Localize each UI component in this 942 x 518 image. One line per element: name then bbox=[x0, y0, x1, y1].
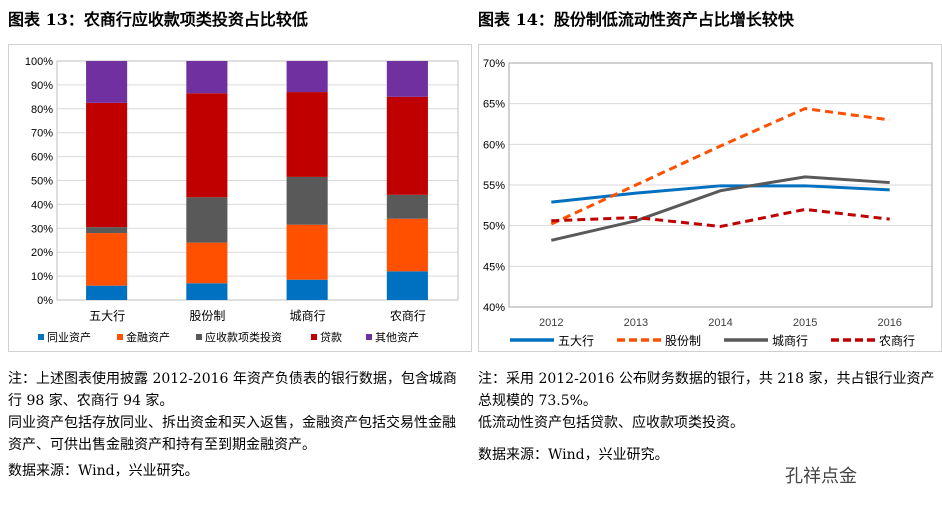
note-left-3: 数据来源：Wind，兴业研究。 bbox=[8, 463, 199, 479]
series-line bbox=[550, 175, 890, 242]
y-tick-label: 30% bbox=[31, 223, 53, 235]
notes-left: 注：上述图表使用披露 2012-2016 年资产负债表的银行数据，包含城商行 9… bbox=[8, 368, 468, 482]
y-tick-label: 40% bbox=[483, 302, 505, 314]
plot-area bbox=[56, 60, 459, 301]
note-right-3: 数据来源：Wind，兴业研究。 bbox=[478, 447, 669, 463]
bar-segment bbox=[86, 227, 128, 234]
x-tick-label: 2015 bbox=[793, 317, 817, 329]
legend-label: 金融资产 bbox=[126, 330, 170, 344]
bar-segment bbox=[86, 233, 128, 286]
x-tick-label: 2016 bbox=[877, 317, 901, 329]
legend-label: 城商行 bbox=[772, 333, 808, 348]
bar-segment bbox=[386, 194, 428, 219]
legend-label: 其他资产 bbox=[375, 330, 419, 344]
legend-label: 农商行 bbox=[879, 333, 915, 348]
legend-swatch bbox=[366, 334, 372, 340]
note-left-1: 注：上述图表使用披露 2012-2016 年资产负债表的银行数据，包含城商行 9… bbox=[8, 371, 457, 409]
y-tick-label: 80% bbox=[31, 104, 53, 116]
bar-segment bbox=[286, 176, 328, 225]
charts-svg: 0%10%20%30%40%50%60%70%80%90%100%五大行 股份制城… bbox=[25, 56, 933, 348]
legend-swatch bbox=[196, 334, 202, 340]
legend-swatch bbox=[38, 334, 44, 340]
legend-label: 同业资产 bbox=[47, 330, 91, 344]
x-tick-label: 五大行 bbox=[89, 309, 125, 323]
y-tick-label: 20% bbox=[31, 247, 53, 259]
x-tick-label: 2013 bbox=[624, 317, 648, 329]
y-tick-label: 55% bbox=[483, 180, 505, 192]
y-tick-label: 60% bbox=[31, 152, 53, 164]
bar-segment bbox=[86, 102, 128, 228]
bar-segment bbox=[186, 242, 228, 284]
legend-label: 五大行 bbox=[558, 334, 594, 348]
y-tick-label: 60% bbox=[483, 139, 505, 151]
bar-segment bbox=[186, 93, 228, 198]
x-tick-label: 农商行 bbox=[390, 308, 426, 323]
bar-segment bbox=[386, 96, 428, 195]
notes-right: 注：采用 2012-2016 公布财务数据的银行，共 218 家，共占银行业资产… bbox=[478, 368, 938, 466]
y-tick-label: 100% bbox=[25, 56, 53, 68]
note-right-2: 低流动性资产包括贷款、应收款项类投资。 bbox=[478, 415, 744, 431]
bar-segment bbox=[186, 61, 228, 94]
y-tick-label: 65% bbox=[483, 99, 505, 111]
legend-label: 贷款 bbox=[320, 330, 342, 344]
y-tick-label: 50% bbox=[31, 176, 53, 188]
note-right-1: 注：采用 2012-2016 公布财务数据的银行，共 218 家，共占银行业资产… bbox=[478, 371, 935, 409]
x-tick-label: 2014 bbox=[708, 317, 732, 329]
x-tick-label: 股份制 bbox=[189, 309, 225, 323]
series-line bbox=[551, 207, 890, 228]
y-tick-label: 0% bbox=[37, 295, 53, 307]
bar-segment bbox=[86, 285, 128, 300]
bar-segment bbox=[386, 218, 428, 272]
y-tick-label: 90% bbox=[31, 80, 53, 92]
bar-segment bbox=[286, 92, 328, 177]
series-line bbox=[550, 107, 890, 226]
series-line bbox=[551, 184, 890, 204]
legend-swatch bbox=[311, 334, 317, 340]
y-tick-label: 70% bbox=[483, 58, 505, 70]
bar-segment bbox=[286, 279, 328, 300]
y-tick-label: 10% bbox=[31, 271, 53, 283]
chart1-title: 图表 13：农商行应收款项类投资占比较低 bbox=[8, 10, 308, 29]
x-tick-label: 城商行 bbox=[290, 308, 326, 323]
y-tick-label: 40% bbox=[31, 199, 53, 211]
bar-segment bbox=[186, 283, 228, 300]
legend-swatch bbox=[117, 334, 123, 340]
plot-area bbox=[508, 62, 933, 308]
bar-segment bbox=[286, 224, 328, 280]
note-left-2: 同业资产包括存放同业、拆出资金和买入返售，金融资产包括交易性金融资产、可供出售金… bbox=[8, 415, 456, 453]
bar-segment bbox=[386, 271, 428, 300]
bar-segment bbox=[86, 61, 128, 103]
y-tick-label: 45% bbox=[483, 261, 505, 273]
watermark: 孔祥点金 bbox=[785, 466, 857, 487]
x-tick-label: 2012 bbox=[539, 317, 563, 329]
y-tick-label: 50% bbox=[483, 221, 505, 233]
bar-segment bbox=[386, 61, 428, 97]
legend-label: 应收款项类投资 bbox=[205, 330, 282, 344]
bar-segment bbox=[186, 197, 228, 243]
chart1-frame bbox=[8, 44, 472, 352]
y-tick-label: 70% bbox=[31, 128, 53, 140]
legend-label: 股份制 bbox=[665, 334, 701, 348]
bar-segment bbox=[286, 61, 328, 93]
chart2-title: 图表 14：股份制低流动性资产占比增长较快 bbox=[478, 10, 794, 29]
